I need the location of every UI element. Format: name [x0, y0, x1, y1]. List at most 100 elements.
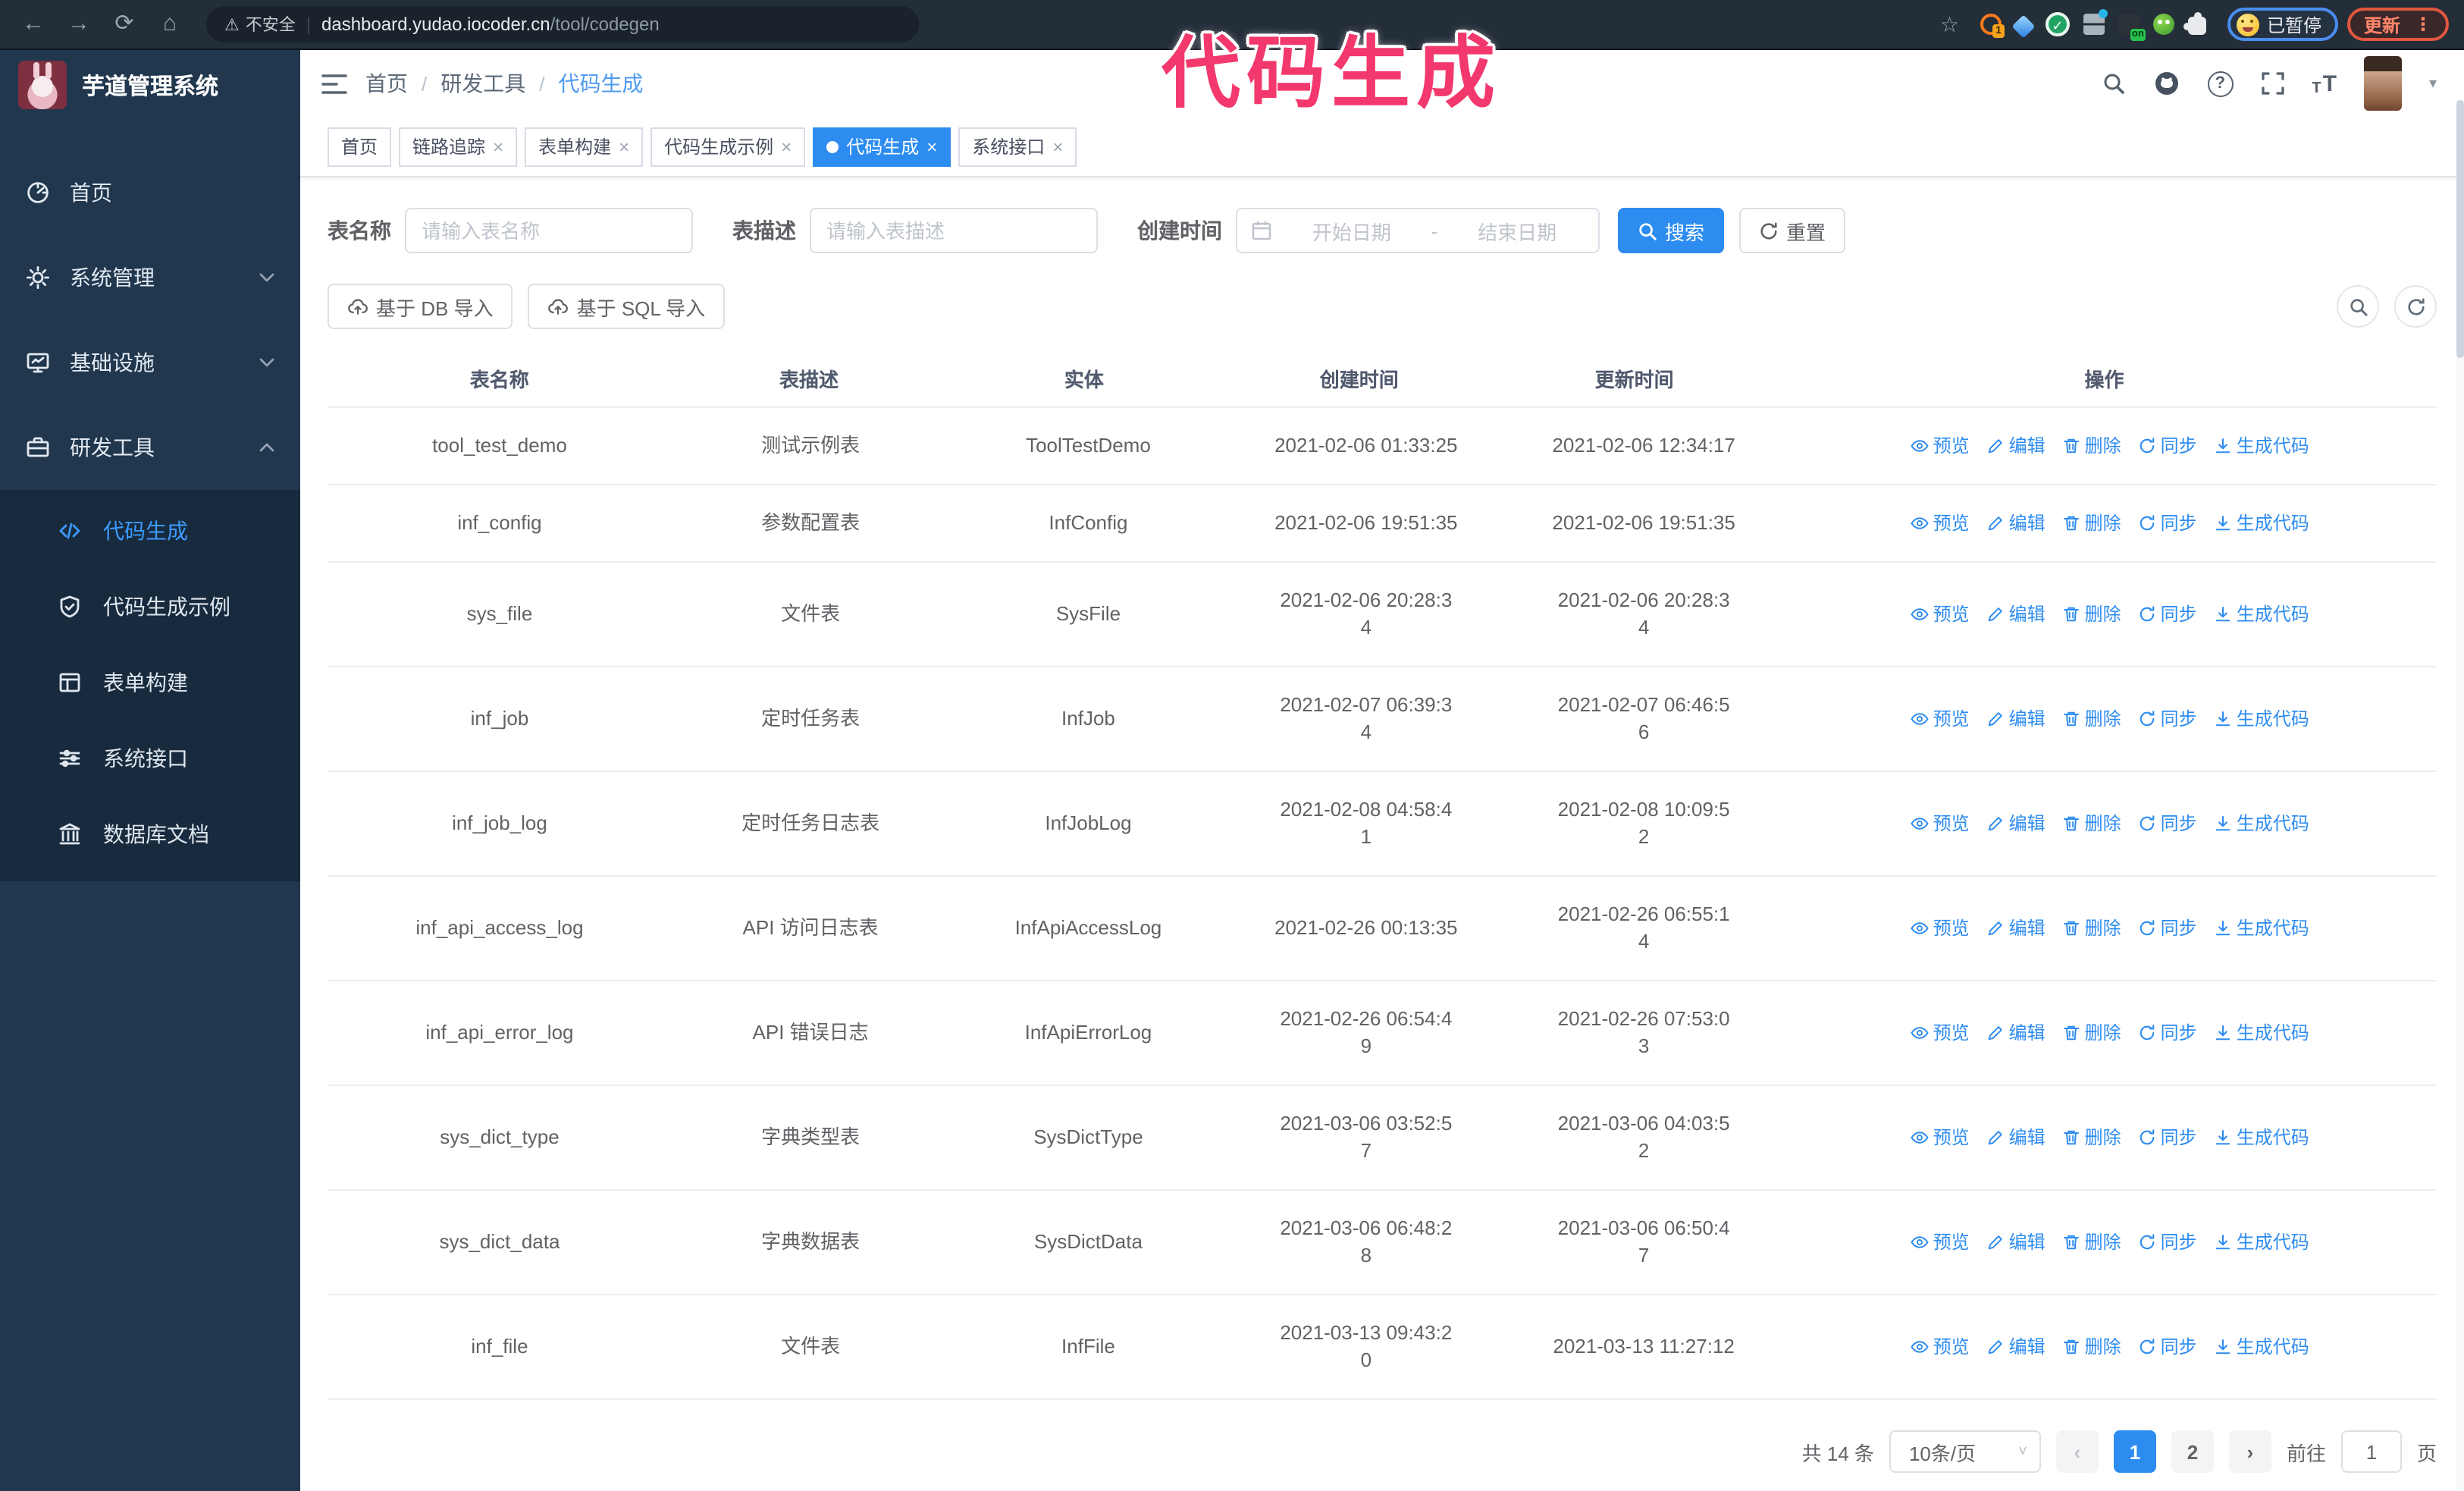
preview-link[interactable]: 预览 [1910, 1124, 1970, 1151]
forward-icon[interactable]: → [67, 11, 90, 36]
tab-tracing[interactable]: 链路追踪 × [399, 127, 518, 166]
delete-link[interactable]: 删除 [2062, 810, 2121, 837]
tab-codegen-example[interactable]: 代码生成示例 × [650, 127, 806, 166]
extensions-puzzle-icon[interactable] [2183, 11, 2206, 34]
preview-link[interactable]: 预览 [1910, 432, 1970, 460]
extension-icon-dark[interactable]: on [2118, 14, 2146, 41]
search-button[interactable]: 搜索 [1618, 208, 1725, 253]
page-size-select[interactable]: 10条/页 ˅ [1889, 1430, 2041, 1473]
sync-link[interactable]: 同步 [2138, 1333, 2197, 1361]
tab-system-api[interactable]: 系统接口 × [958, 127, 1077, 166]
generate-code-link[interactable]: 生成代码 [2214, 915, 2309, 942]
sync-link[interactable]: 同步 [2138, 810, 2197, 837]
extension-icon-grid[interactable] [2083, 9, 2108, 35]
generate-code-link[interactable]: 生成代码 [2214, 510, 2309, 537]
extension-icon-gem[interactable] [2011, 14, 2036, 38]
preview-link[interactable]: 预览 [1910, 705, 1970, 733]
preview-link[interactable]: 预览 [1910, 1019, 1970, 1047]
tab-close-icon[interactable]: × [493, 136, 504, 157]
security-warning[interactable]: ⚠ 不安全 [224, 12, 296, 36]
delete-link[interactable]: 删除 [2062, 915, 2121, 942]
avatar[interactable] [2363, 56, 2402, 111]
edit-link[interactable]: 编辑 [1986, 705, 2045, 733]
edit-link[interactable]: 编辑 [1986, 432, 2045, 460]
address-bar[interactable]: ⚠ 不安全 | dashboard.yudao.iocoder.cn/tool/… [206, 6, 919, 42]
sidebar-item-form-builder[interactable]: 表单构建 [0, 645, 300, 720]
tab-close-icon[interactable]: × [926, 136, 938, 157]
github-icon[interactable] [2152, 70, 2180, 97]
sync-link[interactable]: 同步 [2138, 1229, 2197, 1256]
help-icon[interactable]: ? [2207, 71, 2234, 96]
delete-link[interactable]: 删除 [2062, 705, 2121, 733]
preview-link[interactable]: 预览 [1910, 1333, 1970, 1361]
update-button[interactable]: 更新 ⋮ [2346, 8, 2449, 41]
sidebar-item-home[interactable]: 首页 [0, 150, 300, 235]
generate-code-link[interactable]: 生成代码 [2214, 1019, 2309, 1047]
reload-icon[interactable]: ⟳ [114, 11, 134, 36]
date-range-picker[interactable]: 开始日期 - 结束日期 [1236, 208, 1600, 253]
avatar-caret-icon[interactable]: ▾ [2428, 75, 2437, 92]
extension-icon-orange[interactable]: 1 [1980, 14, 2005, 38]
tab-close-icon[interactable]: × [781, 136, 792, 157]
back-icon[interactable]: ← [22, 11, 45, 36]
edit-link[interactable]: 编辑 [1986, 1019, 2045, 1047]
sidebar-item-codegen-example[interactable]: 代码生成示例 [0, 569, 300, 645]
sidebar-item-system[interactable]: 系统管理 [0, 235, 300, 320]
bookmark-star-icon[interactable]: ☆ [1939, 11, 1959, 36]
generate-code-link[interactable]: 生成代码 [2214, 601, 2309, 628]
preview-link[interactable]: 预览 [1910, 810, 1970, 837]
refresh-table-button[interactable] [2394, 285, 2437, 328]
generate-code-link[interactable]: 生成代码 [2214, 1229, 2309, 1256]
home-icon[interactable]: ⌂ [162, 11, 177, 36]
sidebar-item-codegen[interactable]: 代码生成 [0, 493, 300, 569]
generate-code-link[interactable]: 生成代码 [2214, 1333, 2309, 1361]
tab-home[interactable]: 首页 [328, 127, 392, 166]
scrollbar[interactable] [2456, 100, 2464, 1491]
sidebar-item-db-docs[interactable]: 数据库文档 [0, 796, 300, 872]
generate-code-link[interactable]: 生成代码 [2214, 810, 2309, 837]
generate-code-link[interactable]: 生成代码 [2214, 1124, 2309, 1151]
delete-link[interactable]: 删除 [2062, 432, 2121, 460]
edit-link[interactable]: 编辑 [1986, 810, 2045, 837]
preview-link[interactable]: 预览 [1910, 601, 1970, 628]
search-icon[interactable] [2101, 71, 2125, 96]
table-name-input[interactable] [405, 208, 693, 253]
edit-link[interactable]: 编辑 [1986, 1124, 2045, 1151]
tab-close-icon[interactable]: × [1052, 136, 1064, 157]
generate-code-link[interactable]: 生成代码 [2214, 705, 2309, 733]
import-sql-button[interactable]: 基于 SQL 导入 [528, 284, 726, 329]
sidebar-item-system-api[interactable]: 系统接口 [0, 720, 300, 796]
breadcrumb-dev-tools[interactable]: 研发工具 [440, 71, 526, 96]
edit-link[interactable]: 编辑 [1986, 1333, 2045, 1361]
preview-link[interactable]: 预览 [1910, 1229, 1970, 1256]
reset-button[interactable]: 重置 [1739, 208, 1846, 253]
edit-link[interactable]: 编辑 [1986, 601, 2045, 628]
hamburger-icon[interactable] [321, 72, 347, 95]
sidebar-logo[interactable]: 芋道管理系统 [0, 50, 300, 120]
sync-link[interactable]: 同步 [2138, 432, 2197, 460]
sync-link[interactable]: 同步 [2138, 601, 2197, 628]
delete-link[interactable]: 删除 [2062, 601, 2121, 628]
sync-link[interactable]: 同步 [2138, 1124, 2197, 1151]
tab-form-builder[interactable]: 表单构建 × [525, 127, 644, 166]
sync-link[interactable]: 同步 [2138, 1019, 2197, 1047]
breadcrumb-home[interactable]: 首页 [365, 71, 408, 96]
next-page-button[interactable]: › [2228, 1430, 2271, 1473]
sync-link[interactable]: 同步 [2138, 510, 2197, 537]
edit-link[interactable]: 编辑 [1986, 1229, 2045, 1256]
preview-link[interactable]: 预览 [1910, 915, 1970, 942]
toggle-search-button[interactable] [2337, 285, 2379, 328]
extension-icon-alien[interactable] [2152, 14, 2174, 35]
extension-icon-green-check[interactable]: ✓ [2045, 12, 2070, 36]
tab-codegen[interactable]: 代码生成 × [813, 127, 951, 166]
page-button-2[interactable]: 2 [2171, 1430, 2214, 1473]
goto-page-input[interactable] [2340, 1430, 2402, 1473]
import-db-button[interactable]: 基于 DB 导入 [328, 284, 513, 329]
paused-badge[interactable]: 已暂停 [2227, 8, 2338, 41]
prev-page-button[interactable]: ‹ [2055, 1430, 2099, 1473]
sidebar-item-dev-tools[interactable]: 研发工具 [0, 405, 300, 490]
scrollbar-thumb[interactable] [2456, 100, 2464, 358]
generate-code-link[interactable]: 生成代码 [2214, 432, 2309, 460]
tab-close-icon[interactable]: × [619, 136, 630, 157]
